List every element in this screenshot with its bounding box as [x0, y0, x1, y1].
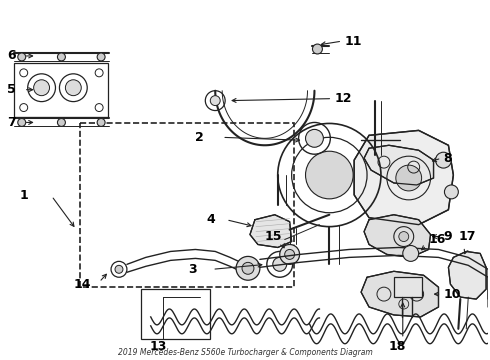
Circle shape — [65, 80, 81, 96]
Circle shape — [57, 53, 65, 61]
Circle shape — [97, 118, 105, 126]
Text: 17: 17 — [458, 230, 476, 243]
Circle shape — [242, 262, 254, 274]
Text: 12: 12 — [334, 92, 352, 105]
Polygon shape — [364, 215, 431, 257]
Circle shape — [399, 231, 409, 242]
Text: 8: 8 — [443, 152, 452, 165]
Polygon shape — [361, 271, 439, 317]
Text: 16: 16 — [429, 233, 446, 246]
Text: 9: 9 — [443, 230, 452, 243]
Text: 5: 5 — [7, 83, 16, 96]
Text: 7: 7 — [7, 116, 16, 129]
Circle shape — [34, 80, 49, 96]
Text: 13: 13 — [150, 340, 168, 353]
Text: 18: 18 — [388, 340, 406, 353]
Polygon shape — [250, 215, 292, 247]
Text: 15: 15 — [265, 230, 282, 243]
Text: 2: 2 — [196, 131, 204, 144]
Circle shape — [280, 244, 299, 264]
Circle shape — [18, 53, 25, 61]
Circle shape — [306, 129, 323, 147]
Circle shape — [285, 249, 294, 260]
Circle shape — [313, 44, 322, 54]
Circle shape — [236, 256, 260, 280]
Bar — [80, 123, 294, 287]
Polygon shape — [448, 251, 486, 299]
Polygon shape — [354, 130, 453, 225]
Circle shape — [115, 265, 123, 273]
Circle shape — [57, 118, 65, 126]
Bar — [14, 63, 108, 117]
Circle shape — [444, 185, 458, 199]
Text: 6: 6 — [7, 49, 16, 63]
Circle shape — [210, 96, 220, 105]
Text: 11: 11 — [344, 35, 362, 48]
Circle shape — [97, 53, 105, 61]
Text: 1: 1 — [20, 189, 28, 202]
Circle shape — [306, 151, 353, 199]
Circle shape — [18, 118, 25, 126]
Circle shape — [399, 299, 409, 309]
Text: 2019 Mercedes-Benz S560e Turbocharger & Components Diagram: 2019 Mercedes-Benz S560e Turbocharger & … — [118, 348, 372, 357]
Polygon shape — [364, 145, 434, 185]
Circle shape — [396, 165, 421, 191]
Bar — [394, 277, 421, 297]
Bar — [141, 289, 210, 339]
Text: 3: 3 — [189, 263, 197, 276]
Text: 10: 10 — [443, 288, 461, 301]
Text: 14: 14 — [74, 278, 91, 291]
Text: 4: 4 — [206, 213, 215, 226]
Circle shape — [403, 246, 418, 261]
Circle shape — [273, 257, 287, 271]
Circle shape — [436, 152, 451, 168]
